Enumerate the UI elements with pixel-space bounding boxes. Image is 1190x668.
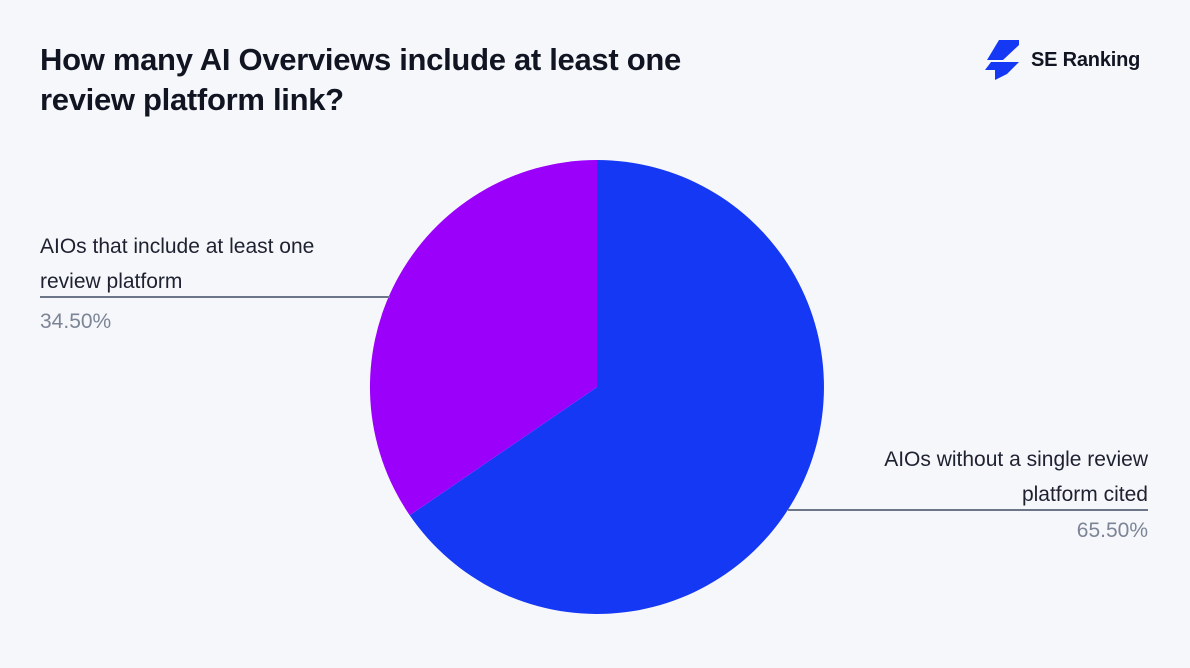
- slice-value-with-review: 34.50%: [40, 310, 112, 333]
- leader-line-without-review: [788, 509, 1148, 511]
- brand-logo: SE Ranking: [985, 40, 1140, 80]
- leader-line-with-review: [40, 296, 390, 298]
- pie-slice-with-review[interactable]: [369, 160, 597, 516]
- se-ranking-logo-icon: [985, 40, 1019, 80]
- chart-title: How many AI Overviews include at least o…: [40, 42, 681, 117]
- brand-name: SE Ranking: [1031, 48, 1141, 71]
- slice-label-with-review: AIOs that include at least one review pl…: [40, 235, 315, 293]
- slice-value-without-review: 65.50%: [1076, 519, 1148, 542]
- pie-slice-without-review[interactable]: [409, 160, 824, 615]
- slice-label-without-review: AIOs without a single review platform ci…: [884, 448, 1148, 506]
